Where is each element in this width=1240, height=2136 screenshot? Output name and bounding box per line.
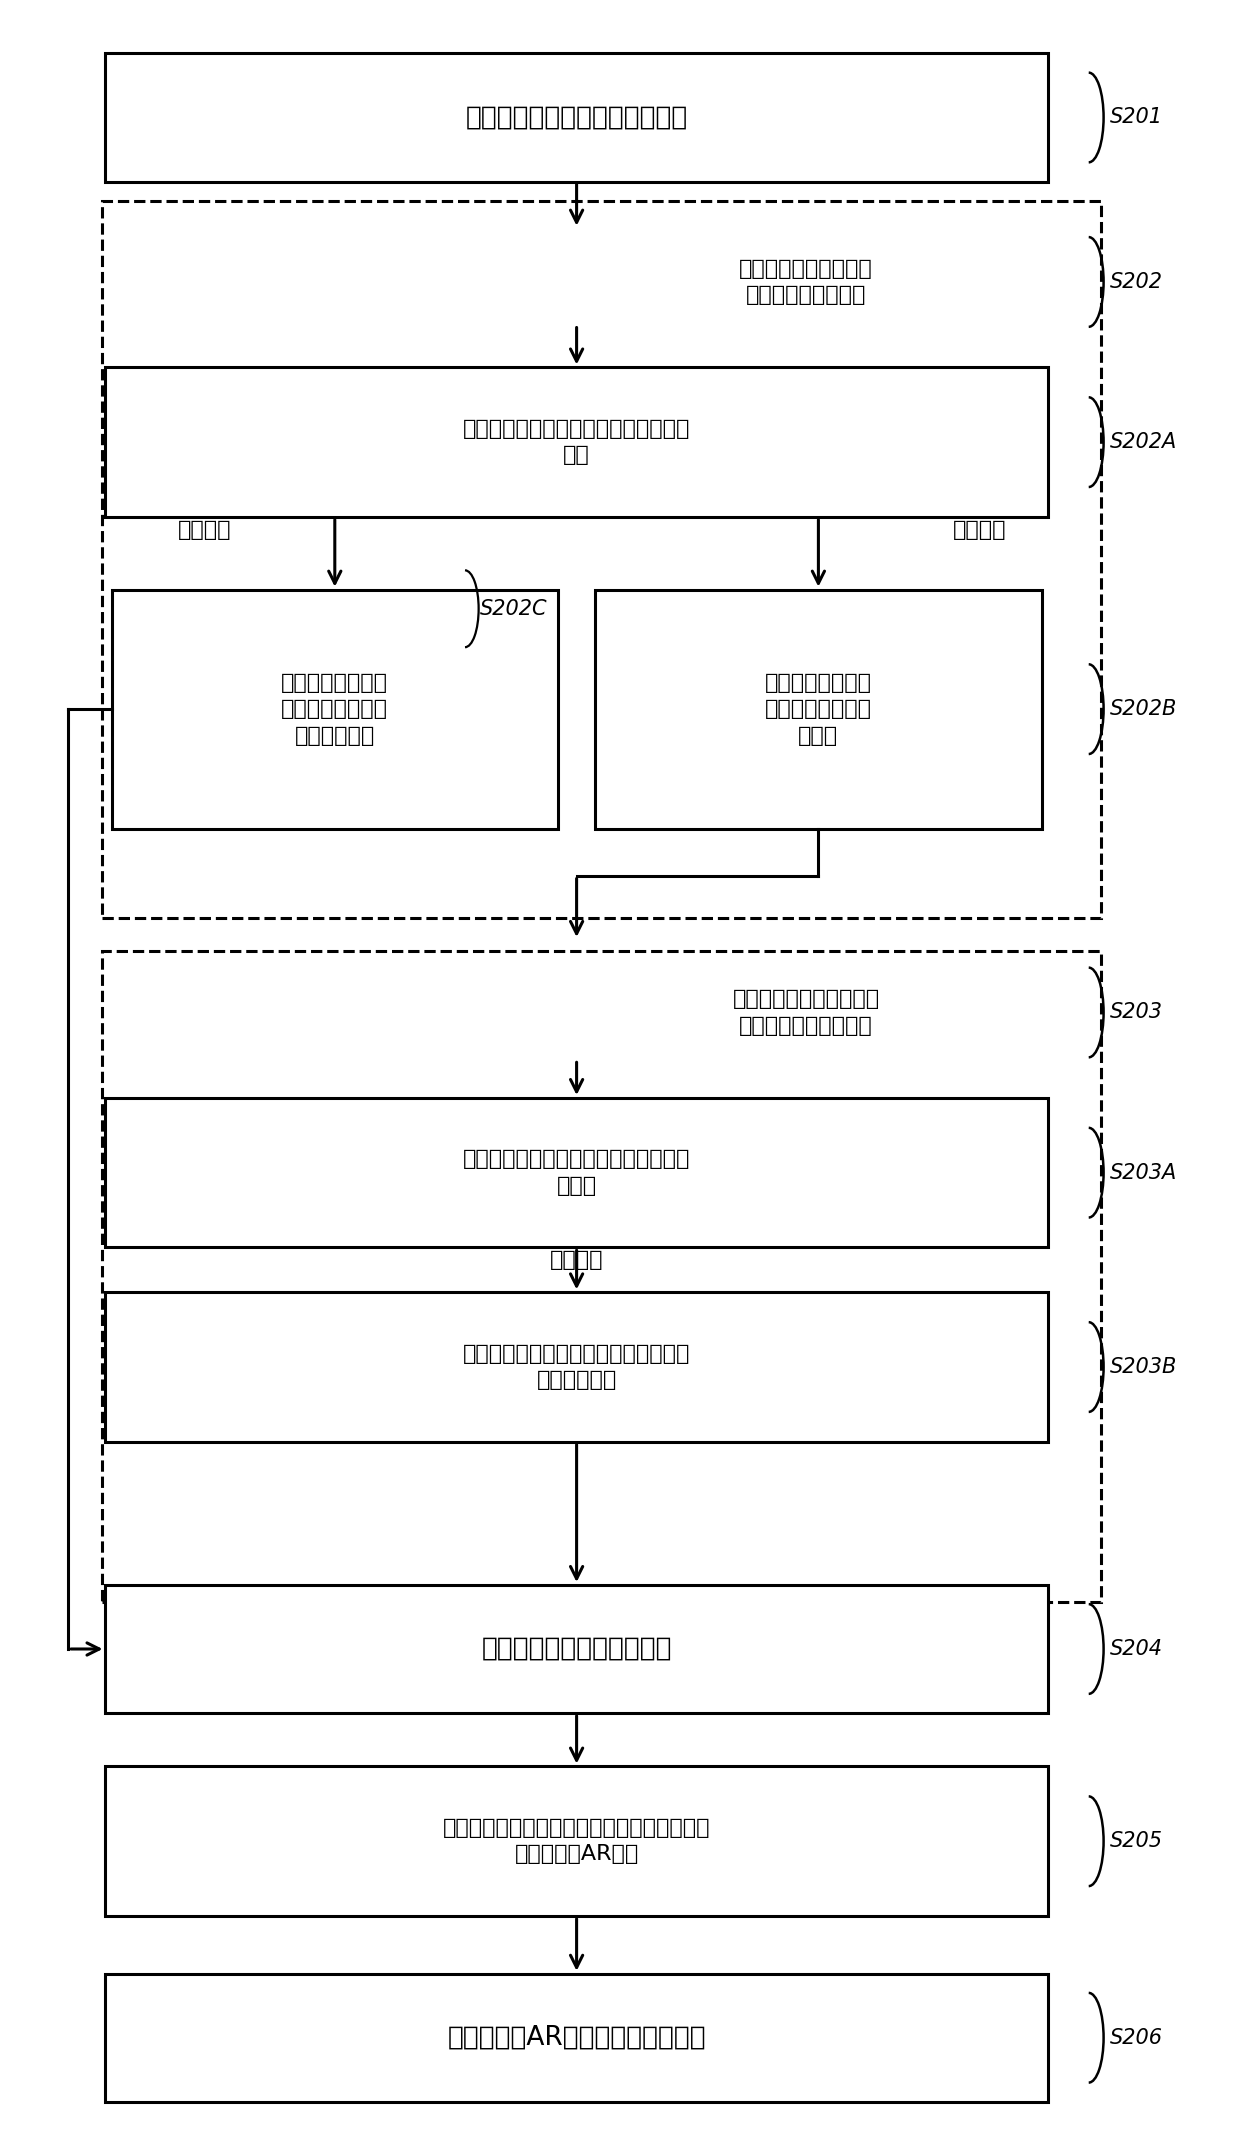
- Text: S202B: S202B: [1110, 698, 1177, 720]
- Bar: [102, 201, 1101, 918]
- Text: 移动终端实时获取现实场景图像: 移动终端实时获取现实场景图像: [465, 105, 688, 130]
- Bar: [105, 1585, 1048, 1713]
- Text: S203A: S203A: [1110, 1162, 1177, 1183]
- Text: S206: S206: [1110, 2027, 1163, 2048]
- Text: S201: S201: [1110, 107, 1163, 128]
- Text: S202C: S202C: [480, 598, 548, 619]
- Text: 云端服务器从云端模型库中调取对应的
虚拟场景信息: 云端服务器从云端模型库中调取对应的 虚拟场景信息: [463, 1344, 691, 1391]
- Text: 移动终端根据本地图像库识别现实场景
图像: 移动终端根据本地图像库识别现实场景 图像: [463, 419, 691, 466]
- Bar: [105, 1098, 1048, 1247]
- Text: 识别失败: 识别失败: [952, 519, 1007, 540]
- Text: 识别成功: 识别成功: [549, 1250, 604, 1271]
- Bar: [102, 951, 1101, 1602]
- Bar: [105, 1974, 1048, 2102]
- Text: S203: S203: [1110, 1002, 1163, 1023]
- Text: S203B: S203B: [1110, 1356, 1177, 1378]
- Bar: [105, 367, 1048, 517]
- Text: 识别成功: 识别成功: [177, 519, 232, 540]
- Text: 云端服务器根据现实场景
图像确定虚拟场景信息: 云端服务器根据现实场景 图像确定虚拟场景信息: [733, 989, 879, 1036]
- Text: S202A: S202A: [1110, 431, 1177, 453]
- Text: 移动终端从本地模
型库中调取对应的
虚拟场景信息: 移动终端从本地模 型库中调取对应的 虚拟场景信息: [281, 673, 388, 745]
- Bar: [595, 590, 1042, 829]
- Bar: [105, 1292, 1048, 1442]
- Text: S202: S202: [1110, 271, 1163, 293]
- Bar: [105, 1766, 1048, 1916]
- Text: 移动终端将现实场景图
像发送至云端服务器: 移动终端将现实场景图 像发送至云端服务器: [739, 258, 873, 305]
- Text: S205: S205: [1110, 1831, 1163, 1852]
- Text: 移动终端将虚拟场景信息实时与现实场景图像
结合，获得AR场景: 移动终端将虚拟场景信息实时与现实场景图像 结合，获得AR场景: [443, 1818, 711, 1865]
- Text: 移动终端接收虚拟场景信息: 移动终端接收虚拟场景信息: [481, 1636, 672, 1662]
- Text: S204: S204: [1110, 1638, 1163, 1660]
- Bar: [112, 590, 558, 829]
- Text: 移动终端将现实场
景图像发送至云端
服务器: 移动终端将现实场 景图像发送至云端 服务器: [765, 673, 872, 745]
- Text: 移动终端将AR场景发送至电视终端: 移动终端将AR场景发送至电视终端: [448, 2025, 706, 2051]
- Bar: [105, 53, 1048, 182]
- Text: 云端服务器根据云端图像库识别现实场
景图像: 云端服务器根据云端图像库识别现实场 景图像: [463, 1149, 691, 1196]
